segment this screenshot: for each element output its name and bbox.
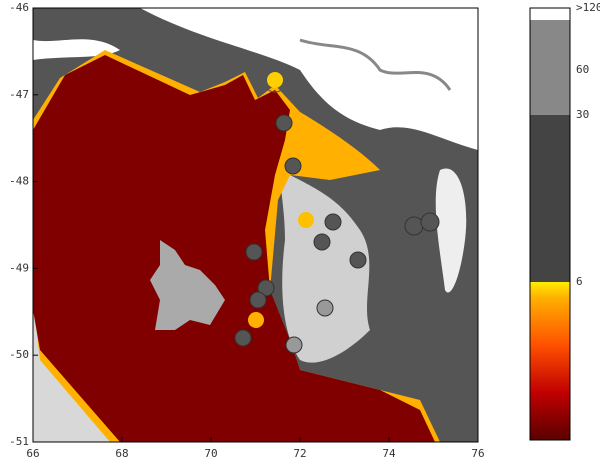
station (257, 279, 275, 297)
colorbar-warm (530, 282, 570, 440)
island (150, 240, 225, 330)
colorbar-frame (529, 7, 571, 441)
y-tick-label: -48 (9, 175, 29, 188)
colorbar (529, 7, 571, 441)
colorbar-label: 30 (576, 108, 589, 121)
station (234, 329, 252, 347)
swirl (299, 38, 452, 91)
station-highlight (248, 312, 264, 328)
station (284, 157, 302, 175)
plume (33, 55, 435, 442)
station (275, 114, 293, 132)
station (313, 233, 331, 251)
colorbar-band (530, 20, 570, 115)
white-region (140, 8, 478, 150)
station (349, 251, 367, 269)
light-eddy (435, 168, 467, 293)
station (249, 291, 267, 309)
colorbar-label: 60 (576, 63, 589, 76)
station (245, 243, 263, 261)
station (324, 213, 342, 231)
x-tick-label: 66 (26, 447, 39, 460)
station-ring (262, 67, 288, 93)
colorbar-label: 6 (576, 275, 583, 288)
station (420, 212, 440, 232)
y-tick-label: -51 (9, 435, 29, 448)
map-area (33, 8, 478, 442)
x-tick-label: 76 (471, 447, 484, 460)
x-tick-label: 70 (204, 447, 217, 460)
y-tick-label: -50 (9, 348, 29, 361)
x-tick-label: 74 (382, 447, 396, 460)
x-tick-label: 68 (115, 447, 128, 460)
station-highlight (298, 212, 314, 228)
y-tick-label: -47 (9, 88, 29, 101)
colorbar-band (530, 115, 570, 282)
stations (234, 114, 440, 354)
axes-frame (32, 7, 479, 443)
station (285, 336, 303, 354)
station-highlight (267, 72, 283, 88)
station (316, 299, 334, 317)
x-tick-label: 72 (293, 447, 306, 460)
y-tick-label: -49 (9, 261, 29, 274)
station (404, 216, 424, 236)
colorbar-band (530, 8, 570, 20)
colorbar-label: >120 (576, 1, 600, 14)
y-tick-label: -46 (9, 1, 29, 14)
